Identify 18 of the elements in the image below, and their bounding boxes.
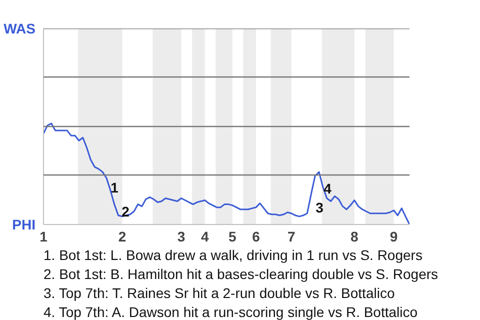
annotation: 3: [316, 200, 324, 216]
x-tick-label: 1: [40, 228, 48, 244]
text: PHI: [12, 216, 36, 232]
text: 2. Bot 1st: B. Hamilton hit a bases-clearing double vs S. Rogers: [44, 266, 438, 282]
x-tick-label: 9: [390, 228, 398, 244]
x-tick-label: 5: [228, 228, 237, 244]
text: 3. Top 7th: T. Raines Sr hit a 2-run double vs R. Bottalico: [44, 285, 395, 301]
x-tick-label: 4: [200, 228, 209, 244]
text: 1. Bot 1st: L. Bowa drew a walk, driving in 1 run vs S. Rogers: [44, 247, 422, 263]
x-tick-label: 3: [177, 228, 186, 244]
text: 4. Top 7th: A. Dawson hit a run-scoring single vs R. Bottalico: [44, 304, 418, 320]
x-tick-label: 7: [288, 228, 296, 244]
annotation: 4: [324, 180, 332, 196]
x-tick-label: 6: [252, 228, 260, 244]
x-tick-label: 8: [350, 228, 359, 244]
x-tick-label: 2: [118, 228, 126, 244]
text: WAS: [4, 20, 36, 36]
annotation: 1: [110, 180, 119, 196]
